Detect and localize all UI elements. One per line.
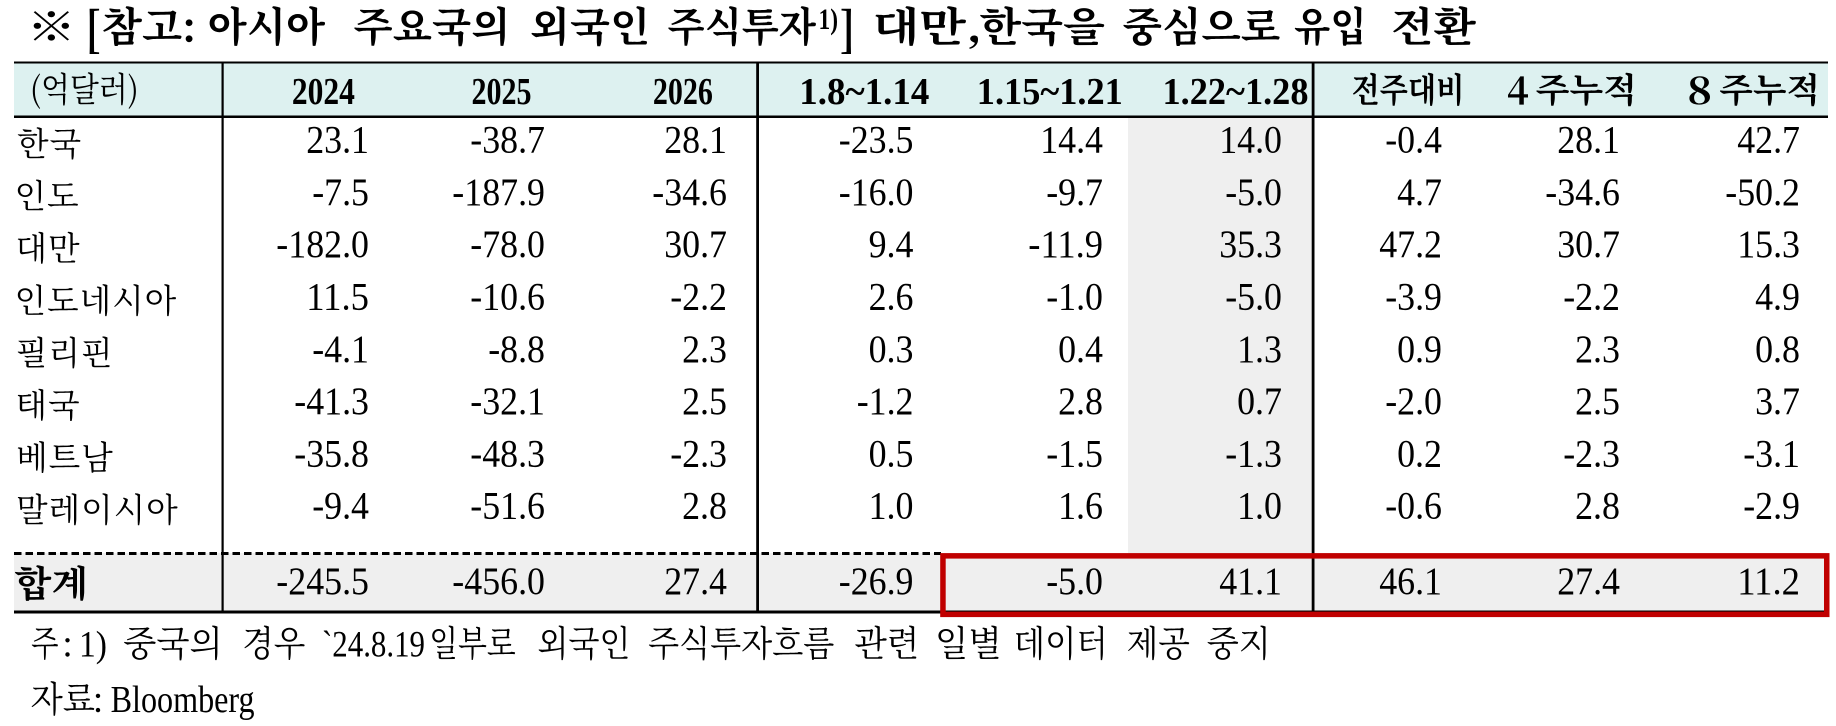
svg-text:1.6: 1.6 [1058,485,1103,528]
svg-text:1.22~1.28: 1.22~1.28 [1163,71,1309,113]
svg-text:-3.1: -3.1 [1743,432,1800,475]
svg-text:0.7: 0.7 [1237,380,1282,423]
svg-text:3.7: 3.7 [1755,380,1800,423]
svg-text:0.8: 0.8 [1755,328,1800,371]
svg-text:-0.6: -0.6 [1385,485,1442,528]
svg-text:1.8~1.14: 1.8~1.14 [799,71,929,113]
svg-text:-7.5: -7.5 [312,171,369,214]
svg-text:2.8: 2.8 [1575,485,1620,528]
svg-text:-3.9: -3.9 [1385,276,1442,319]
svg-text:41.1: 41.1 [1219,560,1282,603]
svg-text:14.0: 14.0 [1219,119,1282,162]
svg-text:30.7: 30.7 [1557,223,1620,266]
svg-text:0.3: 0.3 [869,328,914,371]
svg-text:-456.0: -456.0 [452,560,545,603]
svg-text:11.5: 11.5 [306,276,369,319]
svg-text:-51.6: -51.6 [470,485,545,528]
svg-text:27.4: 27.4 [664,560,727,603]
svg-text:-78.0: -78.0 [470,223,545,266]
svg-text:-11.9: -11.9 [1028,223,1103,266]
svg-text:-35.8: -35.8 [294,432,369,475]
svg-text:0.4: 0.4 [1058,328,1103,371]
svg-text:-32.1: -32.1 [470,380,545,423]
svg-text:-34.6: -34.6 [1545,171,1620,214]
svg-text:-50.2: -50.2 [1725,171,1800,214]
svg-text:-8.8: -8.8 [488,328,545,371]
svg-text:23.1: 23.1 [306,119,369,162]
svg-text:-5.0: -5.0 [1225,171,1282,214]
svg-text:35.3: 35.3 [1219,223,1282,266]
svg-text:27.4: 27.4 [1557,560,1620,603]
svg-text:4.9: 4.9 [1755,276,1800,319]
svg-text:46.1: 46.1 [1379,560,1442,603]
svg-text:2024: 2024 [292,71,355,113]
svg-text:42.7: 42.7 [1737,119,1800,162]
svg-text:1.0: 1.0 [869,485,914,528]
svg-text:2.3: 2.3 [1575,328,1620,371]
svg-text:28.1: 28.1 [664,119,727,162]
svg-text:0.5: 0.5 [869,432,914,475]
svg-text:-2.3: -2.3 [670,432,727,475]
svg-text:-5.0: -5.0 [1046,560,1103,603]
svg-text:-2.9: -2.9 [1743,485,1800,528]
svg-text:28.1: 28.1 [1557,119,1620,162]
svg-text:9.4: 9.4 [869,223,914,266]
svg-text:-1.0: -1.0 [1046,276,1103,319]
svg-text:2.6: 2.6 [869,276,914,319]
svg-text:-48.3: -48.3 [470,432,545,475]
svg-text:-5.0: -5.0 [1225,276,1282,319]
svg-text:4.7: 4.7 [1397,171,1442,214]
svg-text:11.2: 11.2 [1737,560,1800,603]
svg-text:-10.6: -10.6 [470,276,545,319]
svg-text:-2.0: -2.0 [1385,380,1442,423]
svg-text:-1.2: -1.2 [857,380,914,423]
svg-text:`24.8.19: `24.8.19 [322,624,425,665]
svg-text:30.7: 30.7 [664,223,727,266]
svg-text:1): 1) [79,624,107,665]
svg-text:2.8: 2.8 [682,485,727,528]
svg-text:-1.3: -1.3 [1225,432,1282,475]
svg-text:-1.5: -1.5 [1046,432,1103,475]
svg-text:1.15~1.21: 1.15~1.21 [977,71,1123,113]
svg-text:-9.7: -9.7 [1046,171,1103,214]
svg-text:2.3: 2.3 [682,328,727,371]
svg-text:-0.4: -0.4 [1385,119,1442,162]
svg-text:1): 1) [819,3,839,36]
svg-text:-2.2: -2.2 [670,276,727,319]
svg-text:-2.3: -2.3 [1563,432,1620,475]
svg-text:1.0: 1.0 [1237,485,1282,528]
svg-text:2.8: 2.8 [1058,380,1103,423]
svg-text:-38.7: -38.7 [470,119,545,162]
svg-text:1.3: 1.3 [1237,328,1282,371]
svg-text:-23.5: -23.5 [839,119,914,162]
svg-text:-245.5: -245.5 [276,560,369,603]
svg-text:-41.3: -41.3 [294,380,369,423]
svg-text:14.4: 14.4 [1040,119,1103,162]
svg-text:2026: 2026 [653,71,713,113]
svg-text:-187.9: -187.9 [452,171,545,214]
svg-text:-4.1: -4.1 [312,328,369,371]
svg-text:-9.4: -9.4 [312,485,369,528]
svg-text:2.5: 2.5 [1575,380,1620,423]
svg-text:-34.6: -34.6 [652,171,727,214]
svg-text:2025: 2025 [472,71,532,113]
svg-text:2.5: 2.5 [682,380,727,423]
svg-text:Bloomberg: Bloomberg [111,679,255,721]
svg-text:-2.2: -2.2 [1563,276,1620,319]
svg-text:0.9: 0.9 [1397,328,1442,371]
svg-text:0.2: 0.2 [1397,432,1442,475]
svg-text:15.3: 15.3 [1737,223,1800,266]
svg-text:-16.0: -16.0 [839,171,914,214]
svg-text:47.2: 47.2 [1379,223,1442,266]
svg-text:-26.9: -26.9 [839,560,914,603]
svg-text:-182.0: -182.0 [276,223,369,266]
